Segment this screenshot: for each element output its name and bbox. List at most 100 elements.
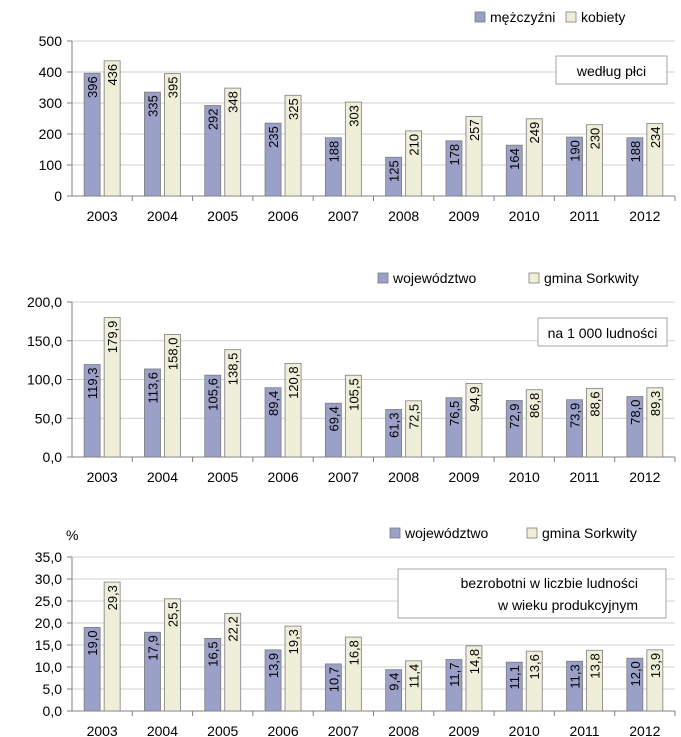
bar-series1 [324,402,342,458]
y-tick-label: 200 [39,126,63,142]
x-tick-label: 2004 [147,208,178,224]
data-label: 16,5 [206,641,221,666]
data-label: 16,8 [346,640,361,665]
y-tick-label: 10,0 [35,659,62,675]
y-axis-label: % [66,527,78,543]
y-tick-label: 400 [39,64,63,80]
data-label: 76,5 [447,401,462,426]
annotation-box [537,317,668,347]
bar-series2 [465,115,483,197]
bar-series2 [646,123,664,197]
bar-series1 [324,663,342,712]
data-label: 78,0 [628,400,643,425]
bar-series1 [566,660,583,712]
bar-series1 [204,638,222,712]
bar-series1 [566,399,583,458]
bar-series1 [505,400,523,458]
data-label: 13,6 [527,654,542,679]
bar-series2 [344,101,362,197]
bar-series2 [465,645,483,712]
data-label: 14,8 [467,649,482,674]
data-label: 249 [527,122,542,144]
legend-label: województwo [392,270,476,286]
bar-series2 [405,400,423,458]
bar-series2 [164,334,181,458]
data-label: 11,4 [407,664,422,688]
x-tick-label: 2012 [629,208,660,224]
data-label: 105,5 [346,378,361,411]
bar-series2 [224,349,242,458]
y-tick-label: 150,0 [27,333,62,349]
data-label: 11,1 [507,665,522,689]
annotation-text: bezrobotni w liczbie ludności [461,575,638,591]
y-tick-label: 0 [54,188,62,204]
x-tick-label: 2011 [569,723,599,737]
bar-series1 [144,368,161,458]
data-label: 73,9 [568,403,583,428]
data-label: 325 [286,98,301,120]
x-tick-label: 2010 [509,723,540,737]
data-label: 158,0 [165,338,180,371]
bar-series1 [264,122,282,197]
data-label: 19,3 [286,629,301,654]
bar-series1 [626,137,644,197]
bar-series2 [525,118,543,197]
y-tick-label: 30,0 [35,571,62,587]
legend-label: mężczyźni [490,9,555,25]
x-tick-label: 2006 [267,723,298,737]
data-label: 164 [507,148,522,170]
x-tick-label: 2005 [207,723,238,737]
y-tick-label: 300 [39,95,63,111]
data-label: 190 [568,140,583,162]
x-tick-label: 2006 [267,208,298,224]
bar-series2 [224,612,242,712]
chart-3: 0,0 5,0 10,0 15,0 20,0 25,0 30,0 35,0% 2003 19,0 2… [35,525,676,737]
x-tick-label: 2008 [388,469,419,485]
x-tick-label: 2009 [448,723,479,737]
y-tick-label: 200,0 [27,294,62,310]
bar-series1 [264,649,282,712]
y-tick-label: 50,0 [35,410,62,426]
data-label: 25,5 [165,602,180,627]
x-tick-label: 2010 [509,469,540,485]
x-tick-label: 2007 [328,208,359,224]
x-tick-label: 2009 [448,469,479,485]
x-tick-label: 2007 [328,469,359,485]
bar-series1 [144,631,161,712]
x-tick-label: 2004 [147,723,178,737]
legend-swatch [565,11,577,23]
data-label: 119,3 [85,368,100,400]
data-label: 13,9 [648,653,663,678]
bar-series1 [505,144,523,197]
bar-series1 [626,396,644,458]
data-label: 13,9 [266,653,281,678]
bar-series1 [385,669,403,712]
data-label: 178 [447,144,462,166]
data-label: 72,9 [507,404,522,429]
bar-series2 [284,625,302,712]
legend-swatch [474,11,486,23]
annotation-text: według płci [576,63,646,79]
data-label: 303 [346,105,361,127]
bar-series2 [103,581,121,712]
data-label: 292 [206,108,221,130]
bar-series1 [204,374,222,458]
y-tick-label: 15,0 [35,637,62,653]
data-label: 188 [628,141,643,163]
bar-series2 [646,649,664,712]
x-tick-label: 2007 [328,723,359,737]
x-tick-label: 2011 [569,208,599,224]
data-label: 235 [266,126,281,148]
legend-label: gmina Sorkwity [542,525,637,541]
bar-series2 [284,94,302,197]
x-tick-label: 2003 [87,469,118,485]
data-label: 17,9 [145,635,160,660]
bar-series2 [586,387,603,458]
y-tick-label: 20,0 [35,615,62,631]
x-tick-label: 2012 [629,469,660,485]
data-label: 138,5 [226,353,241,386]
annotation-text: na 1 000 ludności [548,325,658,341]
data-label: 188 [326,141,341,163]
data-label: 436 [105,64,120,86]
